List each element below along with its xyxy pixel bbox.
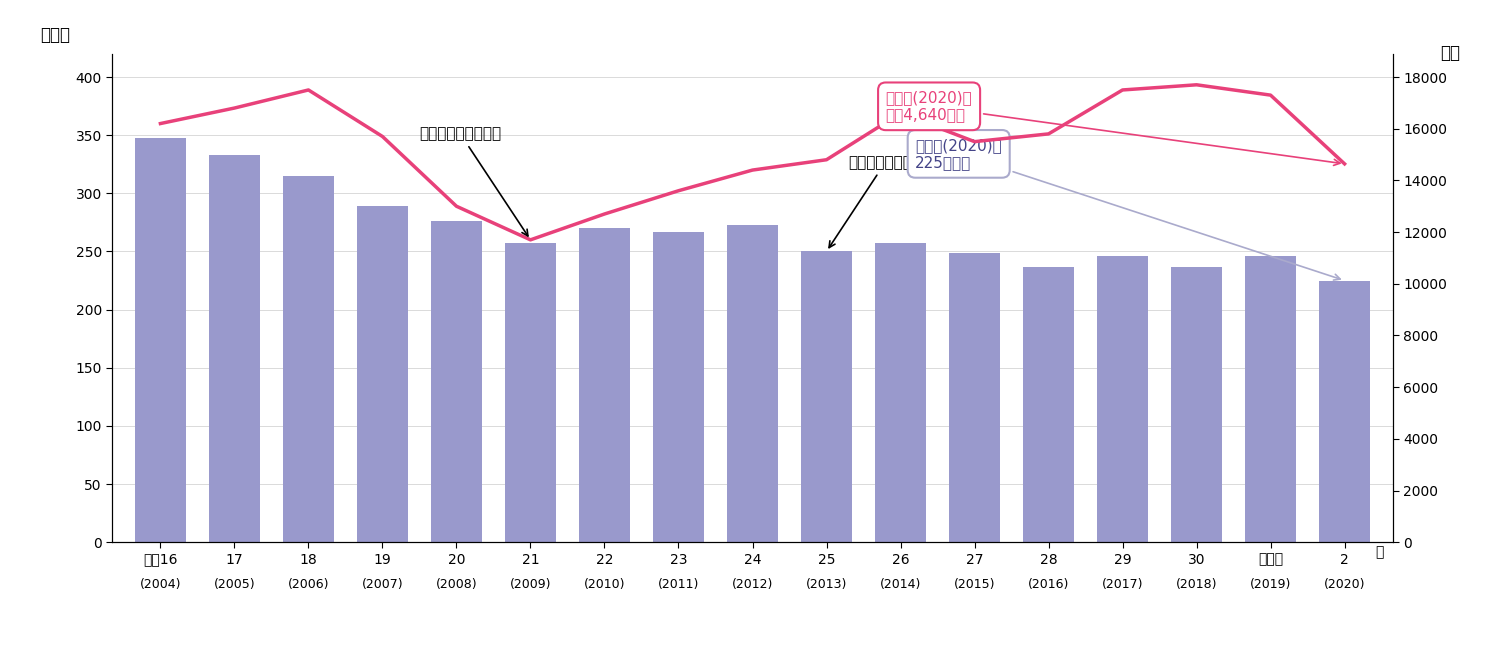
Text: (2015): (2015) xyxy=(954,579,996,591)
Text: (2013): (2013) xyxy=(806,579,847,591)
Bar xyxy=(1318,281,1371,542)
Bar xyxy=(209,155,261,542)
Text: (2007): (2007) xyxy=(362,579,404,591)
Text: (2014): (2014) xyxy=(880,579,921,591)
Text: 令和２(2020)年
１兆4,640億円: 令和２(2020)年 １兆4,640億円 xyxy=(885,90,1340,165)
Y-axis label: 万トン: 万トン xyxy=(39,26,69,44)
Bar xyxy=(652,232,705,542)
Text: (2005): (2005) xyxy=(213,579,255,591)
Bar xyxy=(726,224,778,542)
Bar xyxy=(430,221,483,542)
Bar xyxy=(579,228,630,542)
Bar xyxy=(1096,256,1149,542)
Bar xyxy=(1245,256,1296,542)
Bar xyxy=(801,252,852,542)
Bar xyxy=(357,206,408,542)
Text: (2004): (2004) xyxy=(140,579,182,591)
Text: (2010): (2010) xyxy=(584,579,626,591)
Text: (2008): (2008) xyxy=(435,579,477,591)
Text: (2011): (2011) xyxy=(658,579,699,591)
Text: 輸入量（左目盛）: 輸入量（左目盛） xyxy=(830,155,921,248)
Bar xyxy=(282,176,334,542)
Text: (2006): (2006) xyxy=(288,579,328,591)
Text: 年: 年 xyxy=(1376,545,1383,559)
Y-axis label: 億円: 億円 xyxy=(1440,44,1461,62)
Bar xyxy=(948,253,1000,542)
Text: (2012): (2012) xyxy=(732,579,772,591)
Text: (2018): (2018) xyxy=(1176,579,1218,591)
Bar xyxy=(504,243,556,542)
Text: 輸入金額（右目盛）: 輸入金額（右目盛） xyxy=(420,126,528,236)
Text: (2016): (2016) xyxy=(1028,579,1069,591)
Bar xyxy=(135,137,186,542)
Bar xyxy=(1170,266,1222,542)
Bar xyxy=(874,243,927,542)
Text: (2017): (2017) xyxy=(1102,579,1143,591)
Text: (2020): (2020) xyxy=(1324,579,1365,591)
Text: (2009): (2009) xyxy=(510,579,550,591)
Text: (2019): (2019) xyxy=(1250,579,1292,591)
Text: 令和２(2020)年
225万トン: 令和２(2020)年 225万トン xyxy=(915,137,1340,280)
Bar xyxy=(1023,266,1074,542)
